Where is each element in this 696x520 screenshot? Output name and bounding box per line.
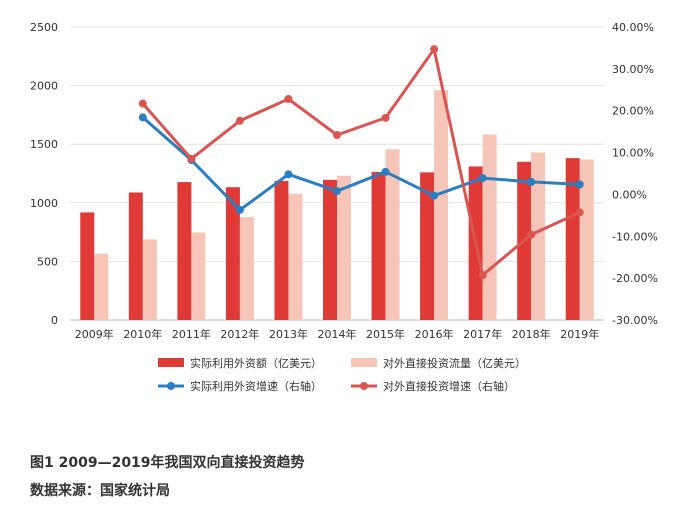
point-odi-growth	[478, 271, 487, 280]
x-tick-label: 2016年	[415, 327, 454, 341]
point-odi-growth	[430, 45, 439, 54]
right-tick-label: 10.00%	[612, 147, 654, 160]
point-fdi-growth	[138, 113, 147, 122]
point-odi-growth	[187, 154, 196, 163]
x-tick-label: 2009年	[75, 327, 114, 341]
right-tick-label: -10.00%	[612, 230, 658, 243]
bar-outward-odi	[434, 90, 449, 320]
bar-actual-fdi	[128, 192, 143, 320]
legend: 实际利用外资额（亿美元） 对外直接投资流量（亿美元） 实际利用外资增速（右轴） 对外直…	[158, 356, 526, 393]
right-tick-label: 40.00%	[612, 21, 654, 34]
right-tick-label: -20.00%	[612, 272, 658, 285]
bar-actual-fdi	[225, 187, 240, 320]
bar-outward-odi	[531, 152, 546, 320]
bar-actual-fdi	[323, 179, 337, 320]
x-tick-label: 2010年	[123, 327, 162, 341]
x-axis: 2009年 2010年 2011年 2012年 2013年 2014年 2015年 2016年…	[75, 327, 599, 341]
left-tick-label: 1000	[30, 197, 58, 210]
left-axis: 0 500 1000 1500 2000 2500	[30, 21, 58, 327]
x-tick-label: 2014年	[318, 327, 357, 341]
legend-marker	[167, 382, 175, 390]
legend-label: 对外直接投资增速（右轴）	[383, 379, 515, 393]
bar-actual-fdi	[565, 158, 580, 320]
right-axis: -30.00% -20.00% -10.00% 0.00% 10.00% 20.00% 30…	[612, 21, 658, 327]
point-odi-growth	[235, 116, 244, 125]
x-tick-label: 2017年	[463, 327, 502, 341]
bar-marks	[80, 90, 594, 320]
bar-actual-fdi	[274, 180, 289, 320]
point-fdi-growth	[284, 170, 293, 179]
bar-line-chart: 0 500 1000 1500 2000 2500 -30.00% -20.00% -10.0…	[30, 21, 658, 393]
legend-marker	[360, 382, 368, 390]
point-odi-growth	[381, 113, 390, 122]
left-tick-label: 500	[37, 255, 58, 268]
bar-outward-odi	[337, 175, 351, 320]
bar-outward-odi	[482, 134, 497, 320]
right-tick-label: 20.00%	[612, 105, 654, 118]
point-odi-growth	[333, 130, 341, 139]
point-odi-growth	[575, 208, 584, 217]
point-odi-growth	[138, 99, 147, 108]
x-tick-label: 2012年	[220, 327, 259, 341]
x-tick-label: 2019年	[560, 327, 599, 341]
right-tick-label: 30.00%	[612, 63, 654, 76]
x-tick-label: 2015年	[366, 327, 405, 341]
point-fdi-growth	[478, 174, 487, 183]
bar-outward-odi	[239, 217, 254, 320]
bar-actual-fdi	[177, 182, 192, 320]
bar-outward-odi	[385, 149, 400, 320]
figure-source: 数据来源：国家统计局	[30, 483, 170, 499]
right-tick-label: 0.00%	[612, 188, 647, 201]
bar-outward-odi	[142, 239, 157, 320]
point-fdi-growth	[381, 167, 390, 176]
line-marks	[138, 45, 584, 280]
point-fdi-growth	[430, 191, 439, 200]
figure-title: 图1 2009—2019年我国双向直接投资趋势	[30, 455, 305, 471]
point-fdi-growth	[527, 177, 536, 186]
left-tick-label: 2000	[30, 80, 58, 93]
left-tick-label: 1500	[30, 138, 58, 151]
legend-swatch	[351, 358, 377, 367]
legend-label: 实际利用外资增速（右轴）	[190, 379, 322, 393]
left-tick-label: 2500	[30, 21, 58, 34]
bar-actual-fdi	[420, 172, 435, 320]
point-fdi-growth	[333, 187, 341, 196]
x-tick-label: 2013年	[269, 327, 308, 341]
bar-outward-odi	[288, 193, 303, 320]
x-tick-label: 2011年	[172, 327, 211, 341]
point-odi-growth	[527, 230, 536, 239]
bar-actual-fdi	[80, 212, 95, 320]
point-odi-growth	[284, 94, 293, 103]
line-fdi-growth	[141, 116, 580, 212]
point-fdi-growth	[575, 180, 584, 189]
legend-label: 对外直接投资流量（亿美元）	[383, 356, 526, 370]
bar-actual-fdi	[371, 171, 386, 320]
point-fdi-growth	[235, 205, 244, 214]
left-tick-label: 0	[51, 314, 58, 327]
bar-outward-odi	[94, 253, 109, 320]
legend-swatch	[158, 358, 184, 367]
legend-label: 实际利用外资额（亿美元）	[190, 356, 322, 370]
x-tick-label: 2018年	[512, 327, 551, 341]
line-odi-growth	[141, 47, 581, 277]
right-tick-label: -30.00%	[612, 314, 658, 327]
bar-outward-odi	[191, 232, 206, 320]
bar-outward-odi	[579, 159, 594, 320]
